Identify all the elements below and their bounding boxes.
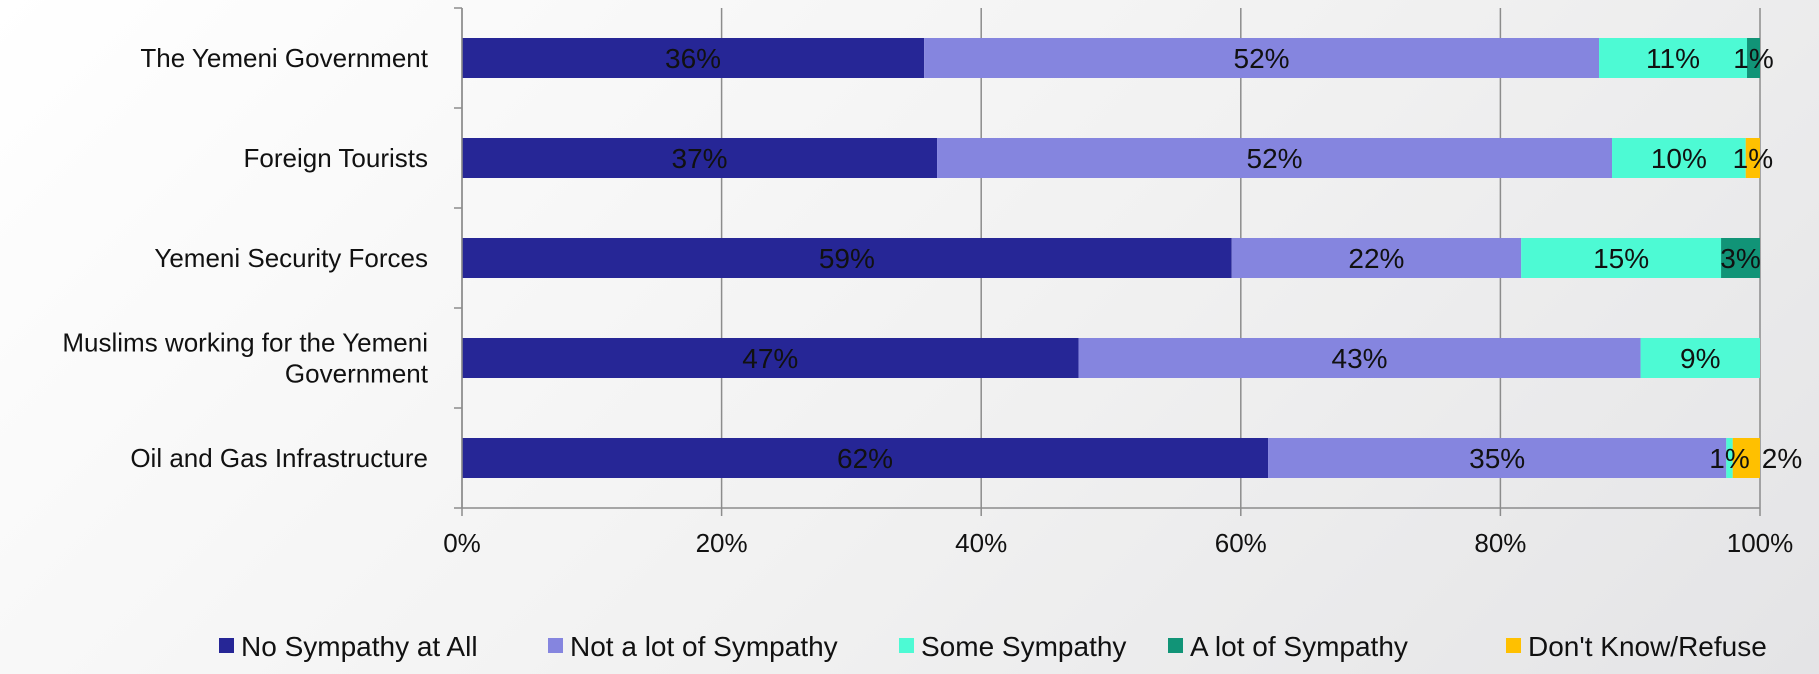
legend-label: A lot of Sympathy — [1190, 631, 1408, 662]
data-label: 1% — [1733, 43, 1773, 74]
bar-segment — [1268, 438, 1727, 478]
bar-segment — [1745, 138, 1760, 178]
x-tick-label: 60% — [1215, 528, 1267, 558]
data-label: 2% — [1762, 443, 1802, 474]
category-labels: The Yemeni Government Foreign Tourists Yem… — [62, 43, 428, 473]
legend-swatch — [899, 638, 914, 653]
data-labels: 36% 52% 11% 1% 37% 52% 10% 1% 59% 22% 15% 3% 47% 43% 9… — [665, 43, 1802, 474]
legend-label: Not a lot of Sympathy — [570, 631, 838, 662]
data-label: 22% — [1348, 243, 1404, 274]
data-label: 52% — [1234, 43, 1290, 74]
bar-segment — [1721, 238, 1760, 278]
data-label: 10% — [1651, 143, 1707, 174]
legend-swatch — [1506, 638, 1521, 653]
legend-swatch — [1168, 638, 1183, 653]
bar-segment — [462, 438, 1269, 478]
bar-segment — [1732, 438, 1760, 478]
legend-swatch — [219, 638, 234, 653]
data-label: 47% — [742, 343, 798, 374]
bar-segment — [924, 38, 1600, 78]
legend-label: Don't Know/Refuse — [1528, 631, 1767, 662]
category-label: Muslims working for the Yemeni Government — [62, 328, 428, 389]
bar-segment — [462, 338, 1079, 378]
data-label: 43% — [1332, 343, 1388, 374]
axes — [454, 7, 1761, 516]
category-label: The Yemeni Government — [140, 43, 428, 73]
bars-layer — [462, 38, 1760, 478]
data-label: 9% — [1680, 343, 1720, 374]
data-label: 3% — [1720, 243, 1760, 274]
legend-swatch — [548, 638, 563, 653]
data-label: 62% — [837, 443, 893, 474]
x-tick-label: 20% — [696, 528, 748, 558]
data-label: 59% — [819, 243, 875, 274]
x-tick-label: 0% — [443, 528, 481, 558]
bar-segment — [1612, 138, 1746, 178]
bar-segment — [1599, 38, 1748, 78]
bar-segment — [462, 38, 925, 78]
bar-segment — [1640, 338, 1760, 378]
x-tick-label: 80% — [1474, 528, 1526, 558]
data-label: 15% — [1593, 243, 1649, 274]
category-label: Oil and Gas Infrastructure — [130, 443, 428, 473]
data-label: 52% — [1247, 143, 1303, 174]
legend-label: Some Sympathy — [921, 631, 1126, 662]
bar-segment — [937, 138, 1613, 178]
data-label: 37% — [672, 143, 728, 174]
category-label: Foreign Tourists — [244, 143, 429, 173]
bar-segment — [1726, 438, 1733, 478]
category-label: Yemeni Security Forces — [154, 243, 428, 273]
bar-segment — [1521, 238, 1722, 278]
data-label: 1% — [1733, 143, 1773, 174]
data-label: 11% — [1646, 43, 1700, 74]
x-tick-label: 100% — [1727, 528, 1794, 558]
data-label: 36% — [665, 43, 721, 74]
data-label: 1% — [1709, 443, 1749, 474]
bar-segment — [462, 238, 1232, 278]
legend: No Sympathy at All Not a lot of Sympathy S… — [219, 631, 1767, 662]
bar-segment — [462, 138, 938, 178]
bar-segment — [1078, 338, 1641, 378]
bar-segment — [1231, 238, 1522, 278]
data-label: 35% — [1469, 443, 1525, 474]
bar-segment — [1747, 38, 1760, 78]
legend-label: No Sympathy at All — [241, 631, 478, 662]
x-tick-label: 40% — [955, 528, 1007, 558]
x-tick-labels: 0% 20% 40% 60% 80% 100% — [443, 528, 1793, 558]
